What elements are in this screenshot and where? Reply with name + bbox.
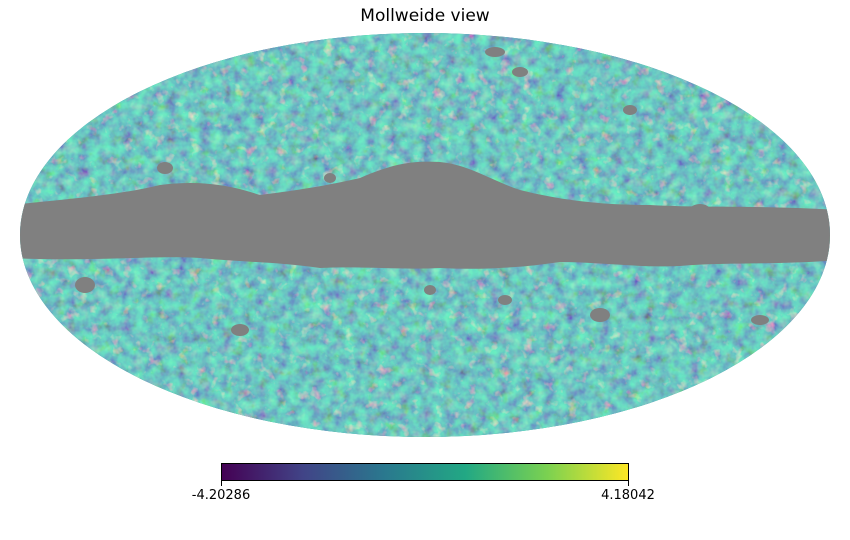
colorbar (221, 463, 629, 481)
colorbar-max-label: 4.18042 (601, 488, 655, 503)
colorbar-max-tick (628, 481, 629, 486)
masked-galactic-band (20, 161, 830, 269)
colorbar-min-tick (221, 481, 222, 486)
colorbar-min-label: -4.20286 (191, 488, 251, 503)
mollweide-sky-map (20, 33, 830, 437)
plot-title: Mollweide view (360, 6, 490, 26)
